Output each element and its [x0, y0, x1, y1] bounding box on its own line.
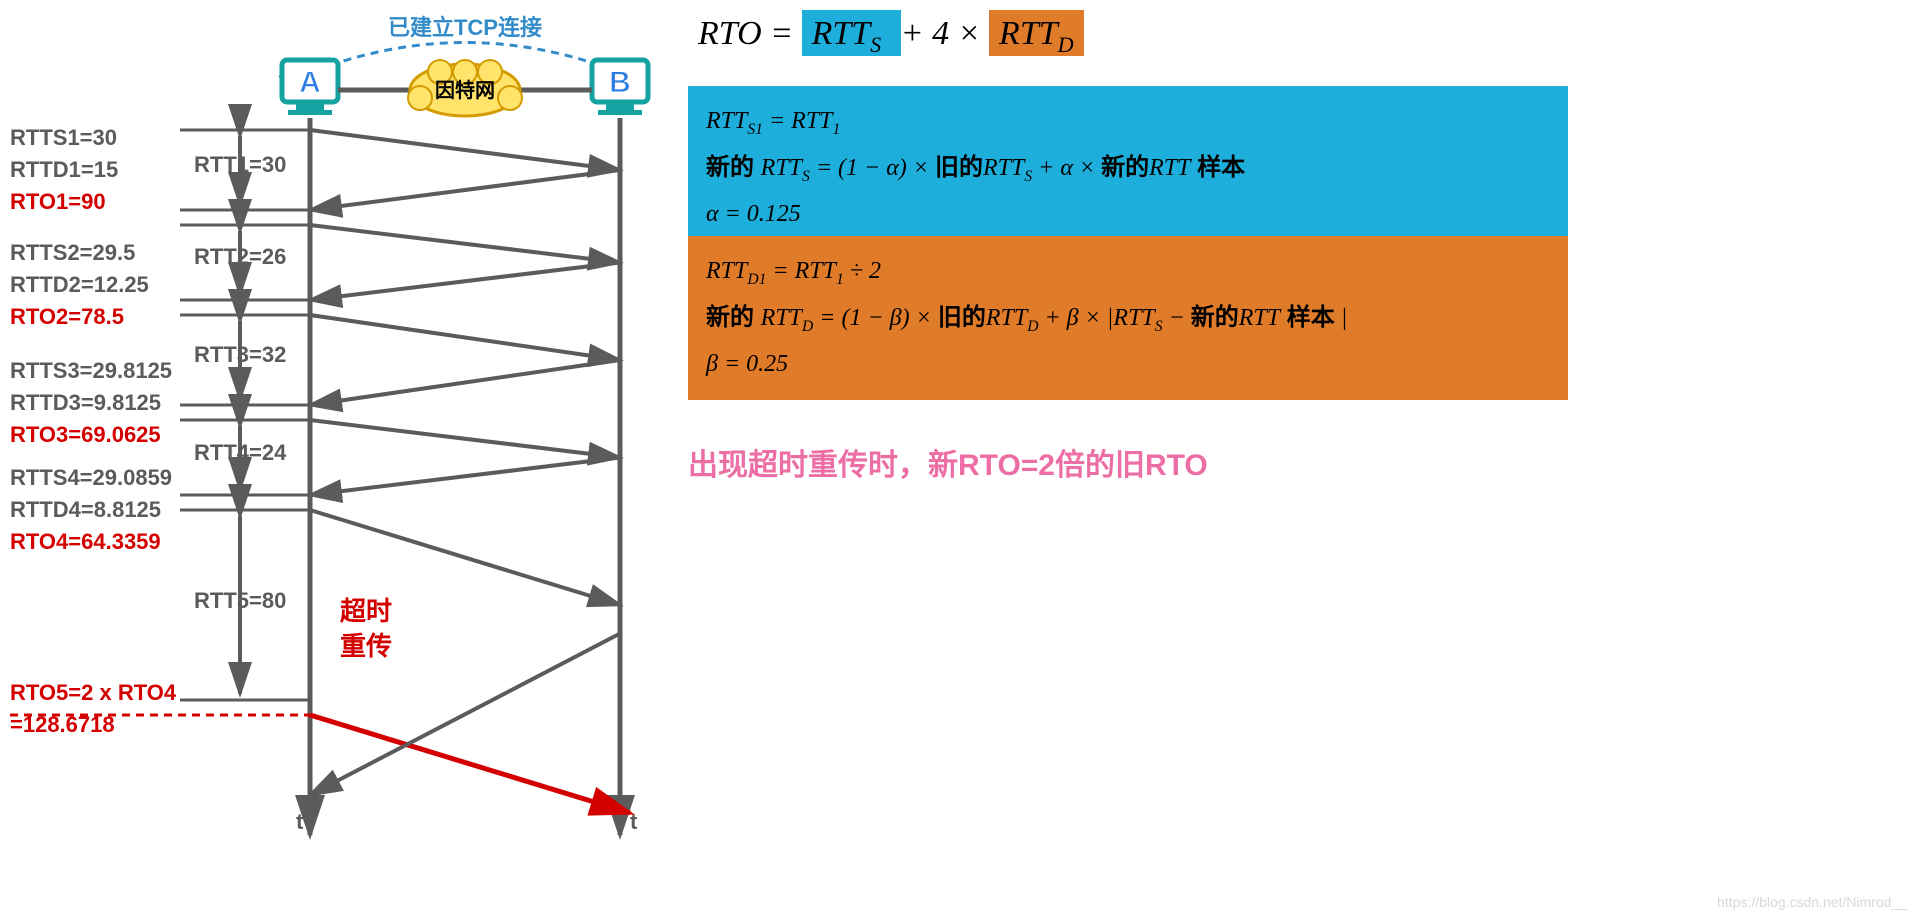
svg-text:RTT1=30: RTT1=30	[194, 152, 286, 177]
svg-text:A: A	[299, 66, 321, 99]
svg-text:t: t	[630, 809, 638, 834]
svg-text:RTTD1=15: RTTD1=15	[10, 157, 118, 182]
svg-text:RTTS3=29.8125: RTTS3=29.8125	[10, 358, 172, 383]
svg-text:RTT4=24: RTT4=24	[194, 440, 287, 465]
svg-text:RTTD3=9.8125: RTTD3=9.8125	[10, 390, 161, 415]
formula-rto-prefix: RTO =	[698, 15, 802, 52]
svg-text:RTT5=80: RTT5=80	[194, 588, 286, 613]
formula-rtts-box: RTTS	[802, 10, 901, 56]
rttd-formula-box: RTTD1 = RTT1 ÷ 2新的 RTTD = (1 − β) × 旧的RT…	[688, 236, 1568, 400]
svg-text:B: B	[609, 66, 631, 99]
svg-text:因特网: 因特网	[435, 78, 495, 102]
svg-text:已建立TCP连接: 已建立TCP连接	[388, 15, 542, 40]
svg-text:RTT3=32: RTT3=32	[194, 342, 286, 367]
formula-rttd-sub: D	[1058, 32, 1074, 57]
watermark: https://blog.csdn.net/Nimrod__	[1717, 894, 1907, 910]
formula-rtts-sub: S	[870, 32, 881, 57]
formula-mid: + 4 ×	[901, 15, 989, 52]
svg-text:RTTS2=29.5: RTTS2=29.5	[10, 240, 135, 265]
svg-text:RTO4=64.3359: RTO4=64.3359	[10, 529, 161, 554]
svg-text:RTTS4=29.0859: RTTS4=29.0859	[10, 465, 172, 490]
svg-text:RTO2=78.5: RTO2=78.5	[10, 304, 124, 329]
svg-text:RTTD2=12.25: RTTD2=12.25	[10, 272, 149, 297]
svg-text:重传: 重传	[340, 631, 392, 661]
svg-text:RTTS1=30: RTTS1=30	[10, 125, 117, 150]
svg-text:RTO3=69.0625: RTO3=69.0625	[10, 422, 161, 447]
svg-text:RTO1=90: RTO1=90	[10, 189, 106, 214]
svg-text:超时: 超时	[340, 596, 392, 626]
formula-rtts: RTT	[812, 15, 871, 52]
svg-text:=128.6718: =128.6718	[10, 712, 115, 737]
svg-text:RTT2=26: RTT2=26	[194, 244, 286, 269]
svg-text:t: t	[296, 809, 304, 834]
rto-formula: RTO = RTTS + 4 × RTTD	[698, 14, 1084, 58]
formula-rttd: RTT	[999, 15, 1058, 52]
svg-text:RTO5=2 x RTO4: RTO5=2 x RTO4	[10, 680, 177, 705]
formula-rttd-box: RTTD	[989, 10, 1084, 56]
rtts-formula-box: RTTS1 = RTT1新的 RTTS = (1 − α) × 旧的RTTS +…	[688, 86, 1568, 250]
svg-text:RTTD4=8.8125: RTTD4=8.8125	[10, 497, 161, 522]
timeout-rule-note: 出现超时重传时，新RTO=2倍的旧RTO	[688, 440, 1208, 484]
